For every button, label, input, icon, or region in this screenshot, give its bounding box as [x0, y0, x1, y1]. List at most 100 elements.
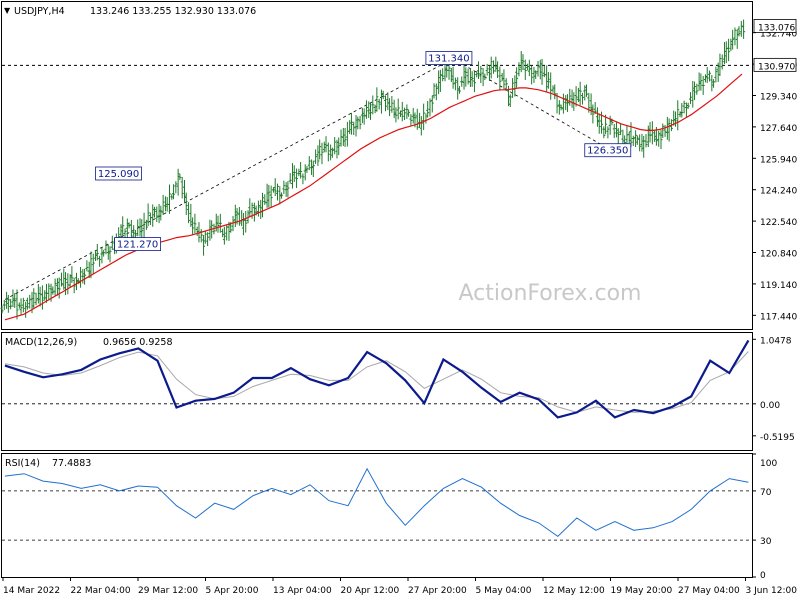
- ohlc-bar: [477, 61, 481, 79]
- ohlc-bar: [373, 104, 377, 114]
- ohlc-bar: [178, 173, 182, 181]
- ohlc-bar: [301, 173, 305, 185]
- ohlc-bar: [737, 26, 741, 37]
- ohlc-bar: [2, 299, 6, 310]
- ohlc-bar: [314, 149, 318, 164]
- ohlc-bar: [472, 71, 476, 93]
- ohlc-bar: [36, 284, 40, 304]
- ohlc-bar: [222, 226, 226, 245]
- rsi-value: 77.4883: [52, 458, 91, 469]
- ohlc-bar: [13, 293, 17, 308]
- ohlc-bar: [475, 70, 479, 78]
- ohlc-bar: [723, 42, 727, 65]
- ohlc-bar: [320, 142, 324, 165]
- ohlc-bar: [682, 100, 686, 114]
- dropdown-icon[interactable]: ▼: [4, 6, 11, 15]
- ohlc-bar: [360, 107, 364, 124]
- ohlc-bar: [252, 202, 256, 222]
- ohlc-bar: [310, 159, 314, 175]
- ohlc-bar: [534, 70, 538, 79]
- ohlc-bar: [661, 123, 665, 138]
- ohlc-bar: [615, 121, 619, 138]
- ohlc-bar: [519, 51, 523, 73]
- ohlc-bar: [720, 54, 724, 70]
- ohlc-bar: [176, 168, 180, 196]
- ohlc-bar: [384, 95, 388, 112]
- ohlc-bar: [540, 58, 544, 85]
- ohlc-bar: [665, 116, 669, 140]
- ohlc-bar: [521, 54, 525, 71]
- ohlc-bar: [163, 196, 167, 212]
- ohlc-bar: [502, 69, 506, 90]
- ohlc-bar: [146, 203, 150, 227]
- macd-tick-label: -0.5195: [760, 433, 795, 443]
- ohlc-bar: [602, 126, 606, 139]
- ohlc-bar: [742, 19, 746, 39]
- ohlc-bar: [305, 166, 309, 174]
- ohlc-bar: [551, 85, 555, 93]
- price-tick-label: 119.140: [760, 281, 797, 291]
- ohlc-bar: [403, 107, 407, 121]
- ohlc-bar: [441, 68, 445, 82]
- ohlc-bar: [40, 285, 44, 310]
- ohlc-bar: [428, 98, 432, 117]
- ohlc-bar: [322, 141, 326, 153]
- rsi-panel-frame: [1, 453, 753, 578]
- ohlc-bar: [381, 90, 385, 100]
- ohlc-bar: [25, 297, 29, 310]
- ohlc-bar: [731, 29, 735, 50]
- ohlc-bar: [606, 126, 610, 139]
- ohlc-bar: [735, 29, 739, 49]
- ohlc-bar: [532, 66, 536, 83]
- ohlc-bar: [699, 73, 703, 91]
- ohlc-bar: [95, 243, 99, 261]
- ohlc-bar: [106, 244, 110, 260]
- ohlc-bar: [193, 213, 197, 234]
- ohlc-bar: [589, 93, 593, 116]
- ohlc-bar: [485, 63, 489, 76]
- ohlc-bar: [70, 266, 74, 283]
- ohlc-bar: [430, 95, 434, 113]
- ohlc-bar: [256, 200, 260, 217]
- ohlc-bar: [108, 246, 112, 263]
- ohlc-bar: [456, 77, 460, 100]
- ohlc-bar: [358, 115, 362, 130]
- ohlc-bar: [634, 130, 638, 148]
- ohlc-bar: [326, 142, 330, 162]
- ohlc-bar: [716, 62, 720, 82]
- level-price-box: 130.970: [753, 57, 797, 72]
- ohlc-bar: [432, 83, 436, 99]
- ohlc-bar: [74, 272, 78, 291]
- ohlc-bar: [733, 27, 737, 46]
- ohlc-bar: [411, 107, 415, 124]
- ohlc-bar: [621, 129, 625, 146]
- ohlc-bar: [352, 121, 356, 136]
- level-price-label: 130.970: [758, 62, 795, 72]
- ohlc-bar: [663, 125, 667, 137]
- ohlc-bar: [688, 92, 692, 105]
- ohlc-bar: [453, 77, 457, 91]
- ohlc-bar: [24, 301, 28, 318]
- price-annotation: 125.090: [95, 166, 142, 181]
- ohlc-bar: [710, 74, 714, 92]
- ohlc-bar: [17, 302, 21, 309]
- rsi-tick-label: 0: [760, 571, 766, 581]
- ohlc-bar: [206, 232, 210, 247]
- ohlc-bar: [612, 123, 616, 138]
- price-tick-label: 120.840: [760, 250, 797, 260]
- ohlc-bar: [697, 72, 701, 91]
- current-price-label: 133.076: [758, 23, 795, 33]
- ohlc-bar: [104, 240, 108, 255]
- ohlc-bar: [38, 286, 42, 307]
- ohlc-bar: [496, 61, 500, 78]
- ohlc-bar: [28, 294, 32, 309]
- ohlc-bar: [343, 127, 347, 147]
- ohlc-bar: [438, 69, 442, 92]
- ohlc-bar: [492, 60, 496, 74]
- ohlc-bar: [288, 173, 292, 184]
- ohlc-bar: [297, 168, 301, 177]
- ohlc-bar: [371, 95, 375, 115]
- ohlc-bar: [202, 235, 206, 256]
